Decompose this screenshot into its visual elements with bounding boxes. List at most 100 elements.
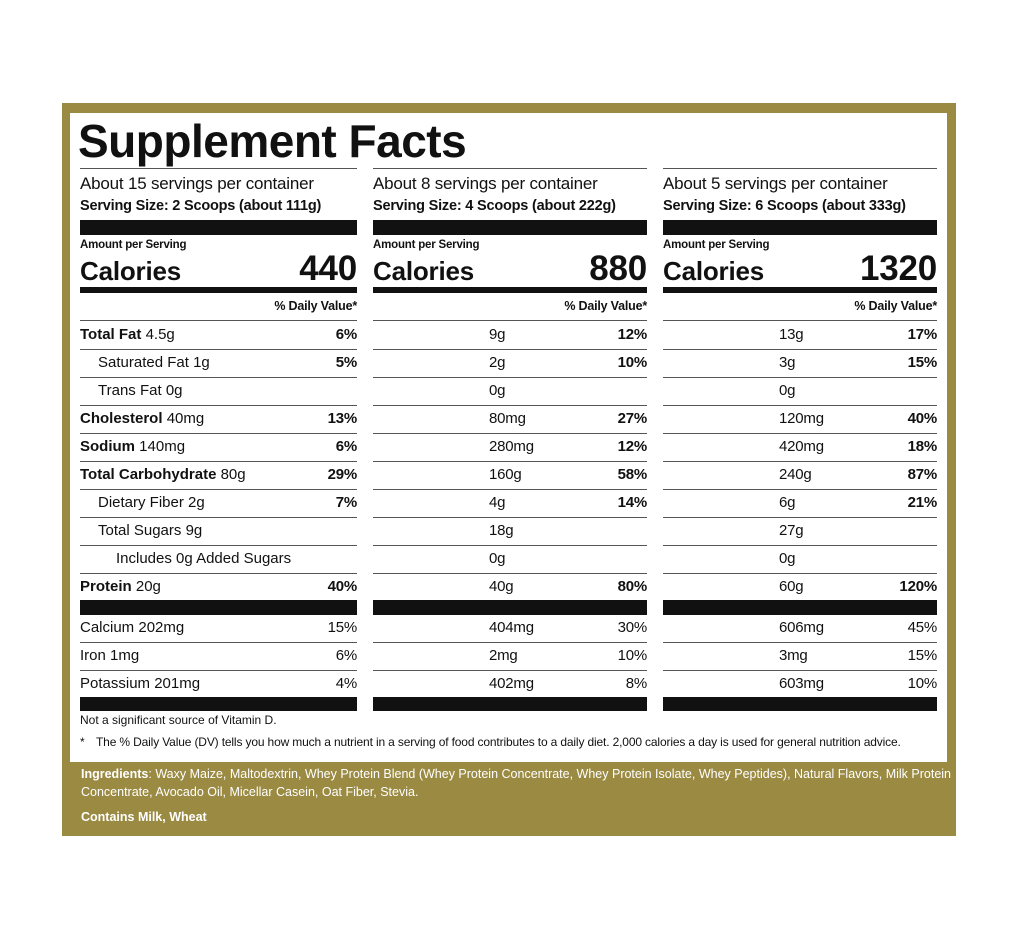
nutrient-amount: 0g — [489, 382, 506, 399]
nutrient-dv: 58% — [617, 466, 648, 483]
nutrient-amount: 3g — [779, 354, 796, 371]
mineral-amount: 404mg — [489, 619, 534, 636]
servings: About 5 servings per container — [663, 174, 888, 193]
mineral-row: Iron 1mg — [80, 648, 139, 663]
nutrient-name: Saturated Fat — [98, 354, 189, 371]
rule — [80, 320, 357, 321]
thick-bar — [663, 600, 937, 615]
nutrient-row: Cholesterol 40mg — [80, 411, 204, 426]
rule — [80, 405, 357, 406]
nutrient-dv: 15% — [907, 354, 938, 371]
rule — [663, 489, 937, 490]
thick-bar — [373, 287, 647, 293]
rule — [663, 517, 937, 518]
rule — [663, 405, 937, 406]
nutrient-amount: 27g — [779, 522, 804, 539]
rule — [80, 489, 357, 490]
nutrient-amount: 40g — [489, 578, 514, 595]
nutrient-amount: 120mg — [779, 410, 824, 427]
rule — [80, 670, 357, 671]
mineral-dv: 4% — [335, 675, 357, 692]
amount-label: Amount per Serving — [80, 239, 187, 251]
ingredients-text: : Waxy Maize, Maltodextrin, Whey Protein… — [81, 767, 951, 799]
rule — [663, 377, 937, 378]
nutrient-amount: 0g — [779, 550, 796, 567]
allergens: Contains Milk, Wheat — [81, 810, 207, 824]
thick-bar — [80, 287, 357, 293]
nutrient-dv: 5% — [335, 354, 357, 371]
calories-value: 440 — [299, 249, 357, 288]
nutrient-dv: 120% — [899, 578, 937, 595]
rule — [373, 517, 647, 518]
nutrient-amount: 40mg — [166, 410, 205, 427]
nutrient-row: Total Carbohydrate 80g — [80, 467, 246, 482]
nutrient-amount: 9g — [185, 522, 203, 539]
thick-bar — [373, 697, 647, 711]
title: Supplement Facts — [78, 115, 467, 167]
calories-value: 880 — [589, 249, 647, 288]
rule — [80, 545, 357, 546]
nutrient-amount: 0g — [176, 550, 193, 567]
footnote-star: * — [80, 735, 85, 749]
mineral-name: Calcium — [80, 619, 135, 636]
servings: About 8 servings per container — [373, 174, 598, 193]
nutrient-dv: 17% — [907, 326, 938, 343]
rule — [373, 489, 647, 490]
nutrient-amount: 20g — [135, 578, 161, 595]
thick-bar — [663, 287, 937, 293]
rule — [80, 642, 357, 643]
nutrient-amount: 420mg — [779, 438, 824, 455]
nutrient-dv: 12% — [617, 438, 648, 455]
nutrient-name: Total Fat — [80, 326, 142, 343]
rule — [373, 377, 647, 378]
mineral-name: Iron — [80, 647, 106, 664]
rule — [373, 461, 647, 462]
dv-header: % Daily Value* — [854, 299, 937, 313]
nutrient-dv: 40% — [327, 578, 358, 595]
mineral-dv: 8% — [625, 675, 647, 692]
dv-header: % Daily Value* — [274, 299, 357, 313]
nutrient-name: Protein — [80, 578, 132, 595]
nutrient-dv: 6% — [335, 326, 357, 343]
rule — [373, 168, 647, 169]
serving-size: Serving Size: 6 Scoops (about 333g) — [663, 198, 906, 214]
nutrient-amount: 60g — [779, 578, 804, 595]
nutrient-dv: 18% — [907, 438, 938, 455]
thick-bar — [663, 697, 937, 711]
calories-label: Calories — [80, 256, 182, 286]
nutrient-name: Total Carbohydrate — [80, 466, 217, 483]
calories-label: Calories — [373, 256, 475, 286]
nutrient-amount: 2g — [188, 494, 205, 511]
mineral-row: Potassium 201mg — [80, 676, 200, 691]
mineral-dv: 10% — [907, 675, 938, 692]
thick-bar — [80, 697, 357, 711]
nutrient-amount: 80g — [220, 466, 246, 483]
serving-size: Serving Size: 2 Scoops (about 111g) — [80, 198, 322, 214]
nutrient-dv: 6% — [335, 438, 357, 455]
nutrient-dv: 14% — [617, 494, 648, 511]
nutrient-row: Includes 0g Added Sugars — [116, 551, 291, 566]
thick-bar — [663, 220, 937, 235]
nutrient-dv: 21% — [907, 494, 938, 511]
nutrient-dv: 10% — [617, 354, 648, 371]
nutrient-amount: 160g — [489, 466, 522, 483]
nutrient-amount: 2g — [489, 354, 506, 371]
rule — [373, 670, 647, 671]
nutrient-amount: 80mg — [489, 410, 526, 427]
nutrient-row: Protein 20g — [80, 579, 161, 594]
nutrient-dv: 40% — [907, 410, 938, 427]
rule — [80, 377, 357, 378]
nutrient-amount: 4g — [489, 494, 506, 511]
thick-bar — [80, 220, 357, 235]
rule — [373, 573, 647, 574]
rule — [80, 573, 357, 574]
footnote: Not a significant source of Vitamin D. — [80, 713, 277, 727]
mineral-name: Potassium — [80, 675, 151, 692]
rule — [373, 545, 647, 546]
rule — [373, 349, 647, 350]
rule — [373, 433, 647, 434]
rule — [663, 433, 937, 434]
nutrient-amount: 140mg — [139, 438, 186, 455]
rule — [80, 433, 357, 434]
nutrient-amount: 0g — [489, 550, 506, 567]
